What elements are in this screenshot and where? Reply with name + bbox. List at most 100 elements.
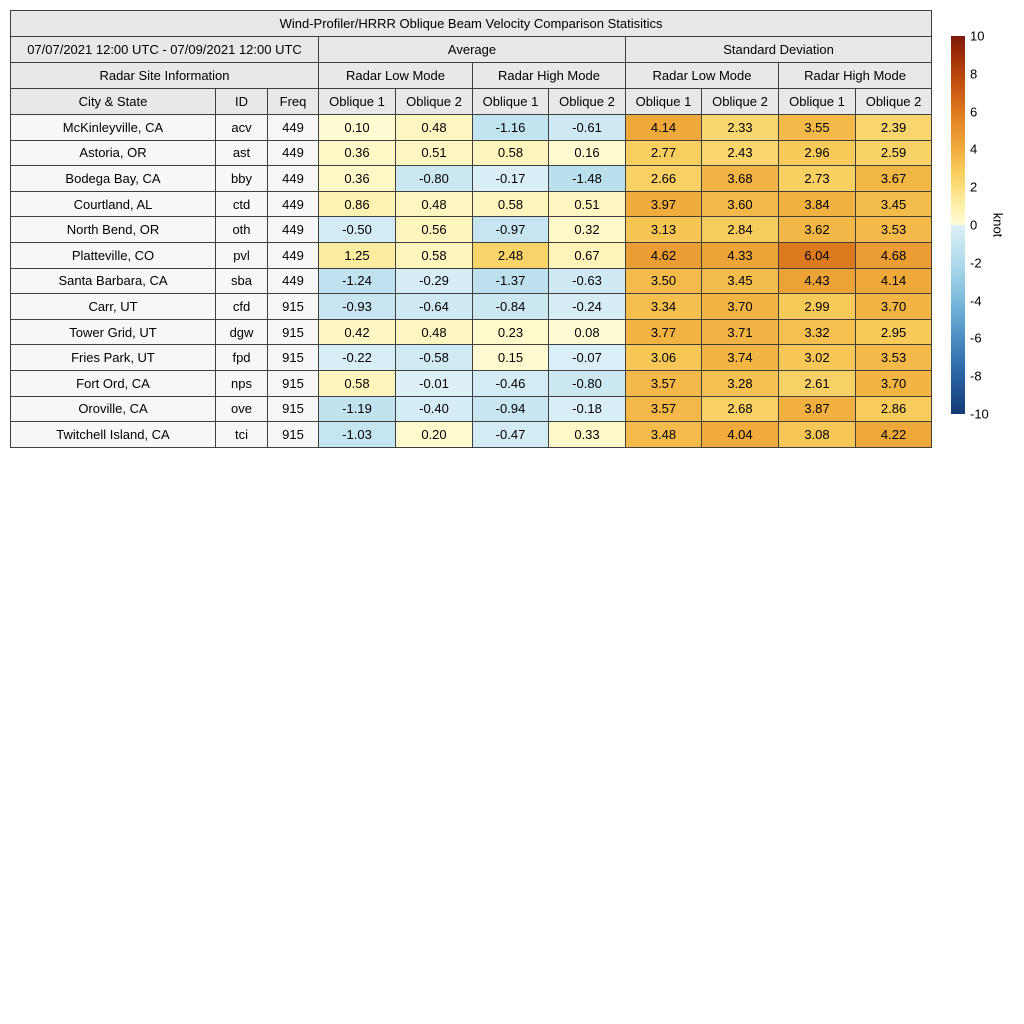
col-header-freq: Freq xyxy=(267,88,319,115)
value-cell: 3.70 xyxy=(854,293,933,320)
value-cell: 3.50 xyxy=(625,267,702,295)
colorbar: knot 10 8 6 4 2 0 -2 -4 -6 -8 -10 xyxy=(951,30,1021,421)
site-freq-cell: 449 xyxy=(267,139,319,167)
colorbar-tick-label: -10 xyxy=(970,406,989,422)
value-cell: 3.57 xyxy=(625,395,702,423)
std-high-mode-header: Radar High Mode xyxy=(777,62,933,89)
colorbar-tick-label: -6 xyxy=(970,330,982,346)
value-cell: 4.33 xyxy=(701,241,779,269)
site-city-cell: Tower Grid, UT xyxy=(10,318,216,346)
mode-header-row: Radar Site Information Radar Low Mode Ra… xyxy=(10,62,933,89)
site-freq-cell: 449 xyxy=(267,114,319,141)
value-cell: -1.16 xyxy=(472,114,549,141)
value-cell: -0.18 xyxy=(548,395,626,423)
site-id-cell: oth xyxy=(215,216,268,243)
value-cell: 3.70 xyxy=(701,293,779,320)
value-cell: -0.22 xyxy=(318,344,396,371)
col-header-oblique1: Oblique 1 xyxy=(472,88,549,115)
value-cell: 3.08 xyxy=(778,421,856,448)
site-city-cell: Santa Barbara, CA xyxy=(10,267,216,295)
col-header-city: City & State xyxy=(10,88,216,115)
avg-low-mode-header: Radar Low Mode xyxy=(318,62,473,89)
value-cell: -0.80 xyxy=(548,369,626,397)
std-group-header: Standard Deviation xyxy=(624,36,933,63)
value-cell: -1.37 xyxy=(472,267,549,295)
col-header-oblique1: Oblique 1 xyxy=(318,88,396,115)
value-cell: 0.58 xyxy=(395,241,473,269)
table-row: Twitchell Island, CA tci 915 -1.03 0.20 -0.47… xyxy=(10,421,933,448)
value-cell: 0.23 xyxy=(472,318,549,346)
site-info-header: Radar Site Information xyxy=(10,62,319,89)
value-cell: -0.24 xyxy=(548,293,626,320)
colorbar-tick-label: 2 xyxy=(970,179,978,195)
site-city-cell: McKinleyville, CA xyxy=(10,114,216,141)
value-cell: 4.68 xyxy=(854,241,933,269)
value-cell: 3.48 xyxy=(625,421,702,448)
table-row: McKinleyville, CA acv 449 0.10 0.48 -1.16 -0.6… xyxy=(10,114,933,141)
value-cell: 3.84 xyxy=(778,190,856,218)
value-cell: 3.60 xyxy=(701,190,779,218)
value-cell: 2.86 xyxy=(854,395,933,423)
site-freq-cell: 449 xyxy=(267,216,319,243)
value-cell: 2.84 xyxy=(701,216,779,243)
date-range-cell: 07/07/2021 12:00 UTC - 07/09/2021 12:00 … xyxy=(10,36,319,63)
value-cell: 0.42 xyxy=(318,318,396,346)
colorbar-gradient xyxy=(951,36,965,414)
col-header-oblique2: Oblique 2 xyxy=(701,88,779,115)
value-cell: 3.74 xyxy=(701,344,779,371)
table-row: Fries Park, UT fpd 915 -0.22 -0.58 0.15 -0.07 3… xyxy=(10,344,933,371)
value-cell: -0.93 xyxy=(318,293,396,320)
site-freq-cell: 915 xyxy=(267,293,319,320)
site-id-cell: bby xyxy=(215,165,268,192)
site-id-cell: nps xyxy=(215,369,268,397)
value-cell: 3.45 xyxy=(701,267,779,295)
value-cell: 0.15 xyxy=(472,344,549,371)
colorbar-unit-label: knot xyxy=(990,212,1006,238)
value-cell: 3.53 xyxy=(854,344,933,371)
value-cell: -0.46 xyxy=(472,369,549,397)
value-cell: 2.39 xyxy=(854,114,933,141)
site-city-cell: Oroville, CA xyxy=(10,395,216,423)
table-row: Platteville, CO pvl 449 1.25 0.58 2.48 0.67 4.6… xyxy=(10,241,933,269)
value-cell: -1.19 xyxy=(318,395,396,423)
value-cell: 0.86 xyxy=(318,190,396,218)
col-header-oblique1: Oblique 1 xyxy=(625,88,702,115)
value-cell: 0.48 xyxy=(395,318,473,346)
site-freq-cell: 915 xyxy=(267,369,319,397)
site-city-cell: Bodega Bay, CA xyxy=(10,165,216,192)
value-cell: -1.03 xyxy=(318,421,396,448)
value-cell: 3.67 xyxy=(854,165,933,192)
value-cell: 0.58 xyxy=(472,190,549,218)
site-city-cell: Fries Park, UT xyxy=(10,344,216,371)
value-cell: 0.48 xyxy=(395,114,473,141)
value-cell: -0.97 xyxy=(472,216,549,243)
table-row: Santa Barbara, CA sba 449 -1.24 -0.29 -1.37 -0… xyxy=(10,267,933,295)
stats-table: Wind-Profiler/HRRR Oblique Beam Velocity… xyxy=(9,10,933,448)
site-freq-cell: 915 xyxy=(267,395,319,423)
value-cell: 3.32 xyxy=(778,318,856,346)
value-cell: -1.24 xyxy=(318,267,396,295)
value-cell: 3.13 xyxy=(625,216,702,243)
value-cell: 0.08 xyxy=(548,318,626,346)
table-row: Fort Ord, CA nps 915 0.58 -0.01 -0.46 -0.80 3.5… xyxy=(10,369,933,397)
value-cell: 4.04 xyxy=(701,421,779,448)
value-cell: 4.14 xyxy=(854,267,933,295)
site-city-cell: Platteville, CO xyxy=(10,241,216,269)
site-id-cell: acv xyxy=(215,114,268,141)
site-city-cell: North Bend, OR xyxy=(10,216,216,243)
value-cell: 1.25 xyxy=(318,241,396,269)
value-cell: 3.77 xyxy=(625,318,702,346)
table-row: North Bend, OR oth 449 -0.50 0.56 -0.97 0.32 3.… xyxy=(10,216,933,243)
value-cell: 3.28 xyxy=(701,369,779,397)
value-cell: 3.70 xyxy=(854,369,933,397)
value-cell: 2.61 xyxy=(778,369,856,397)
colorbar-tick-label: -4 xyxy=(970,293,982,309)
value-cell: 0.58 xyxy=(318,369,396,397)
site-freq-cell: 915 xyxy=(267,318,319,346)
value-cell: 0.10 xyxy=(318,114,396,141)
table-row: Carr, UT cfd 915 -0.93 -0.64 -0.84 -0.24 3.34 3.… xyxy=(10,293,933,320)
site-freq-cell: 449 xyxy=(267,165,319,192)
value-cell: 0.16 xyxy=(548,139,626,167)
avg-high-mode-header: Radar High Mode xyxy=(472,62,626,89)
